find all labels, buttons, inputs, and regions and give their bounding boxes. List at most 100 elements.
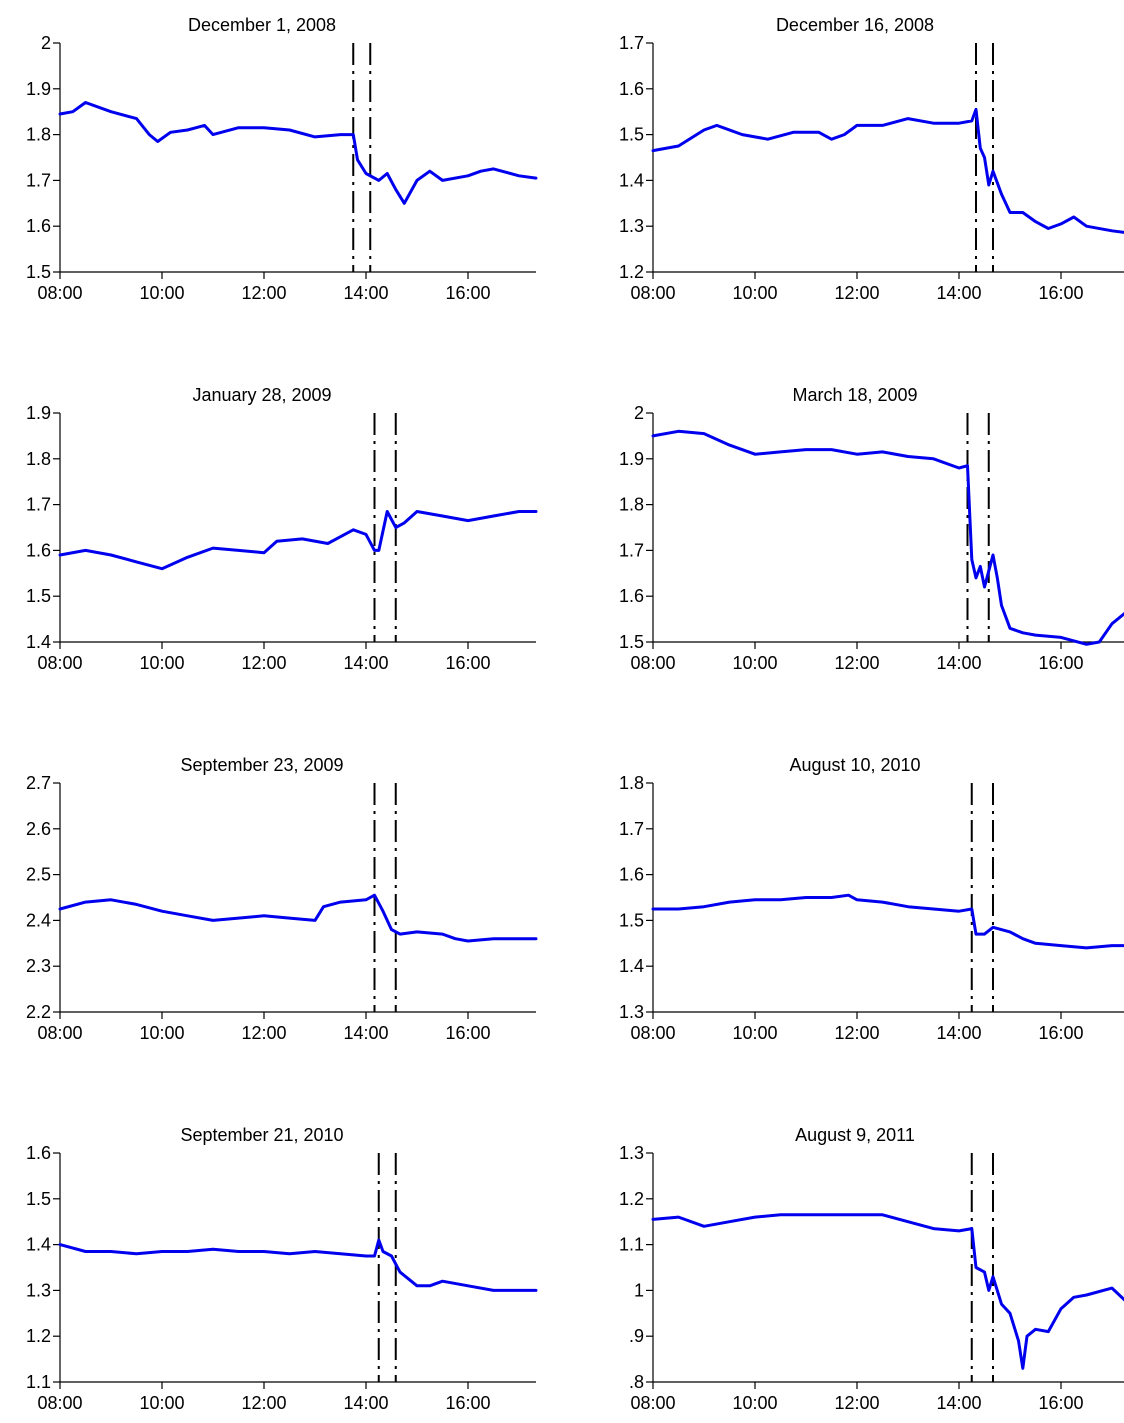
y-tick-label: 1.4 — [619, 170, 644, 190]
chart-panel-8: August 9, 2011 .8 .9 1 1.1 1.2 1.3 08:00 10:00 12… — [619, 1125, 1124, 1413]
panel-title: March 18, 2009 — [792, 385, 917, 405]
y-tick-label: 1.7 — [619, 33, 644, 53]
series-line — [58, 101, 538, 205]
y-tick-label: 1.6 — [619, 586, 644, 606]
x-tick-label: 12:00 — [241, 1023, 286, 1043]
series-line — [651, 1213, 1124, 1370]
series-line — [58, 1238, 538, 1292]
x-tick-label: 14:00 — [936, 653, 981, 673]
y-tick-label: 1.1 — [619, 1235, 644, 1255]
y-tick-label: 2.3 — [26, 956, 51, 976]
y-tick-label: 2.5 — [26, 865, 51, 885]
y-tick-label: 1.5 — [619, 632, 644, 652]
y-tick-label: 2.7 — [26, 773, 51, 793]
y-tick-label: 1.7 — [26, 170, 51, 190]
x-tick-label: 16:00 — [445, 1393, 490, 1413]
x-tick-label: 16:00 — [1038, 283, 1083, 303]
x-tick-label: 16:00 — [1038, 1393, 1083, 1413]
x-tick-label: 12:00 — [834, 1393, 879, 1413]
x-tick-label: 10:00 — [139, 1023, 184, 1043]
y-tick-label: 1.8 — [619, 495, 644, 515]
y-tick-label: 1.7 — [26, 495, 51, 515]
panel-title: December 1, 2008 — [188, 15, 336, 35]
y-tick-label: 1.7 — [619, 819, 644, 839]
x-tick-label: 14:00 — [343, 283, 388, 303]
x-tick-label: 14:00 — [343, 1023, 388, 1043]
y-tick-label: 1.6 — [619, 865, 644, 885]
x-tick-label: 12:00 — [241, 653, 286, 673]
x-tick-label: 12:00 — [834, 1023, 879, 1043]
x-tick-label: 14:00 — [343, 1393, 388, 1413]
y-tick-label: 1.5 — [26, 1189, 51, 1209]
y-tick-label: 1.4 — [619, 956, 644, 976]
panel-title: December 16, 2008 — [776, 15, 934, 35]
x-tick-label: 16:00 — [1038, 1023, 1083, 1043]
y-tick-label: 1.8 — [619, 773, 644, 793]
x-tick-label: 14:00 — [936, 1393, 981, 1413]
x-tick-label: 10:00 — [732, 653, 777, 673]
x-tick-label: 14:00 — [343, 653, 388, 673]
x-tick-label: 10:00 — [139, 1393, 184, 1413]
y-tick-label: 2.2 — [26, 1002, 51, 1022]
chart-panel-4: March 18, 2009 1.5 1.6 1.7 1.8 1.9 2 08:00 10:00… — [619, 385, 1124, 673]
series-line — [651, 429, 1124, 646]
x-tick-label: 08:00 — [630, 283, 675, 303]
y-tick-label: 1 — [634, 1280, 644, 1300]
x-tick-label: 10:00 — [139, 653, 184, 673]
x-tick-label: 12:00 — [834, 653, 879, 673]
x-tick-label: 14:00 — [936, 283, 981, 303]
panel-title: August 10, 2010 — [789, 755, 920, 775]
chart-panel-3: January 28, 2009 1.4 1.5 1.6 1.7 1.8 1.9 08:00 1… — [26, 385, 538, 673]
y-tick-label: 1.9 — [26, 403, 51, 423]
y-tick-label: 1.5 — [619, 910, 644, 930]
x-tick-label: 16:00 — [1038, 653, 1083, 673]
y-tick-label: 2 — [41, 33, 51, 53]
x-tick-label: 10:00 — [732, 283, 777, 303]
x-tick-label: 12:00 — [241, 1393, 286, 1413]
y-tick-label: 1.6 — [619, 79, 644, 99]
x-tick-label: 10:00 — [732, 1393, 777, 1413]
y-tick-label: 1.7 — [619, 540, 644, 560]
chart-panel-1: December 1, 2008 1.5 1.6 1.7 1.8 1.9 2 08:00 10:… — [26, 15, 538, 303]
y-tick-label: 1.2 — [26, 1326, 51, 1346]
x-tick-label: 08:00 — [630, 1393, 675, 1413]
x-tick-label: 08:00 — [37, 283, 82, 303]
series-line — [58, 510, 538, 571]
y-tick-label: 1.3 — [619, 1143, 644, 1163]
series-line — [58, 893, 538, 943]
x-tick-label: 16:00 — [445, 1023, 490, 1043]
y-tick-label: 1.2 — [619, 1189, 644, 1209]
chart-panel-7: September 21, 2010 1.1 1.2 1.3 1.4 1.5 1.6 08:0… — [26, 1125, 538, 1413]
x-tick-label: 12:00 — [834, 283, 879, 303]
chart-panel-2: December 16, 2008 1.2 1.3 1.4 1.5 1.6 1.7 08:00… — [619, 15, 1124, 303]
y-tick-label: 1.6 — [26, 540, 51, 560]
chart-panel-5: September 23, 2009 2.2 2.3 2.4 2.5 2.6 2.7 08:0… — [26, 755, 538, 1043]
panel-title: September 21, 2010 — [180, 1125, 343, 1145]
x-tick-label: 16:00 — [445, 283, 490, 303]
series-line — [651, 893, 1124, 950]
x-tick-label: 12:00 — [241, 283, 286, 303]
x-tick-label: 08:00 — [37, 1393, 82, 1413]
y-tick-label: 2 — [634, 403, 644, 423]
y-tick-label: 1.8 — [26, 449, 51, 469]
y-tick-label: 1.5 — [26, 586, 51, 606]
panel-title: September 23, 2009 — [180, 755, 343, 775]
y-tick-label: 1.5 — [26, 262, 51, 282]
y-tick-label: 1.2 — [619, 262, 644, 282]
x-tick-label: 10:00 — [732, 1023, 777, 1043]
y-tick-label: 1.3 — [619, 216, 644, 236]
y-tick-label: 1.4 — [26, 1235, 51, 1255]
chart-panel-6: August 10, 2010 1.3 1.4 1.5 1.6 1.7 1.8 08:00 10… — [619, 755, 1124, 1043]
y-tick-label: .8 — [629, 1372, 644, 1392]
y-tick-label: 2.6 — [26, 819, 51, 839]
x-tick-label: 08:00 — [37, 653, 82, 673]
x-tick-label: 08:00 — [37, 1023, 82, 1043]
series-line — [651, 107, 1124, 234]
y-tick-label: 1.9 — [26, 79, 51, 99]
panel-title: January 28, 2009 — [192, 385, 331, 405]
y-tick-label: 1.4 — [26, 632, 51, 652]
x-tick-label: 16:00 — [445, 653, 490, 673]
y-tick-label: 1.5 — [619, 125, 644, 145]
y-tick-label: 1.6 — [26, 1143, 51, 1163]
